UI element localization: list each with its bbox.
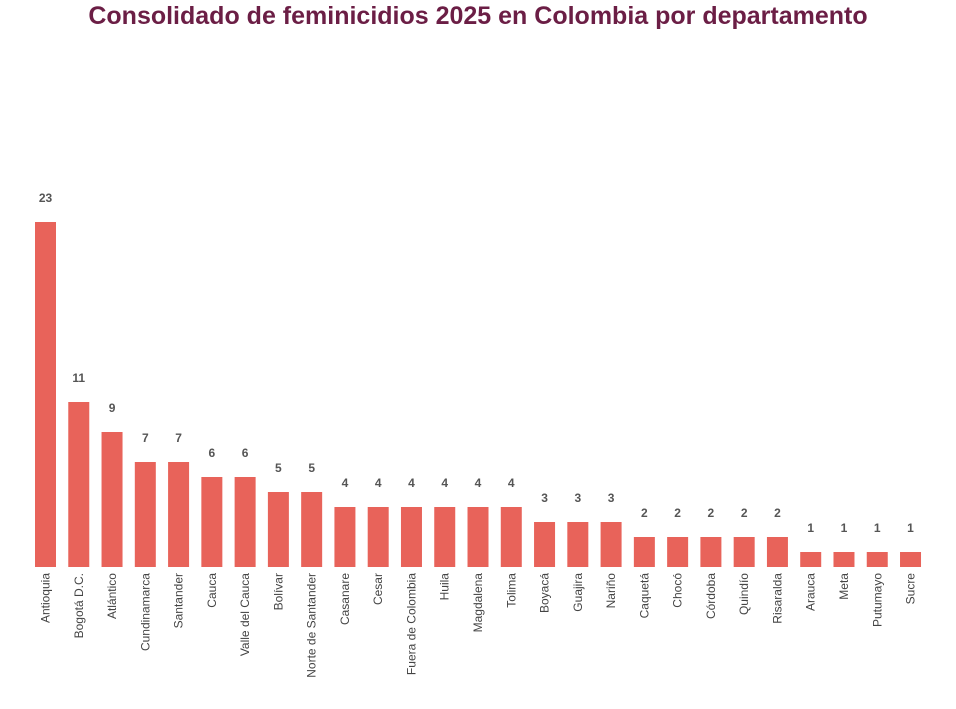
category-label: Sucre bbox=[904, 573, 918, 605]
bar bbox=[866, 552, 888, 567]
bar bbox=[334, 507, 356, 567]
category-label: Norte de Santander bbox=[305, 573, 319, 678]
bar bbox=[766, 537, 788, 567]
bar bbox=[500, 507, 522, 567]
bar bbox=[101, 432, 123, 567]
value-label: 6 bbox=[209, 446, 216, 460]
value-label: 4 bbox=[375, 476, 382, 490]
bar bbox=[267, 492, 289, 567]
value-label: 23 bbox=[39, 191, 53, 205]
category-label: Bolívar bbox=[271, 573, 285, 610]
bar bbox=[68, 402, 90, 567]
value-label: 4 bbox=[475, 476, 482, 490]
category-label: Meta bbox=[837, 573, 851, 600]
category-label: Atlántico bbox=[105, 573, 119, 619]
value-label: 3 bbox=[574, 491, 581, 505]
value-label: 4 bbox=[408, 476, 415, 490]
category-label: Guajira bbox=[571, 573, 585, 612]
category-label: Cauca bbox=[205, 573, 219, 608]
bar bbox=[800, 552, 822, 567]
value-label: 2 bbox=[674, 506, 681, 520]
value-label: 2 bbox=[774, 506, 781, 520]
value-label: 4 bbox=[508, 476, 515, 490]
category-label: Magdalena bbox=[471, 573, 485, 633]
category-label: Boyacá bbox=[538, 573, 552, 613]
value-label: 2 bbox=[741, 506, 748, 520]
bar bbox=[900, 552, 922, 567]
bar bbox=[733, 537, 755, 567]
bar bbox=[201, 477, 223, 567]
value-label: 5 bbox=[275, 461, 282, 475]
category-label: Risaralda bbox=[770, 573, 784, 624]
value-label: 2 bbox=[708, 506, 715, 520]
category-label: Putumayo bbox=[870, 573, 884, 627]
value-label: 2 bbox=[641, 506, 648, 520]
bar bbox=[400, 507, 422, 567]
bar bbox=[700, 537, 722, 567]
category-label: Antioquia bbox=[39, 573, 53, 623]
category-label: Chocó bbox=[671, 573, 685, 608]
value-label: 1 bbox=[874, 521, 881, 535]
bar bbox=[134, 462, 156, 567]
value-label: 11 bbox=[72, 371, 85, 385]
value-label: 7 bbox=[175, 431, 182, 445]
value-label: 4 bbox=[441, 476, 448, 490]
value-label: 4 bbox=[342, 476, 349, 490]
category-label: Huila bbox=[438, 573, 452, 601]
category-label: Quindío bbox=[737, 573, 751, 615]
bar bbox=[234, 477, 256, 567]
category-label: Santander bbox=[172, 573, 186, 628]
value-label: 3 bbox=[608, 491, 615, 505]
value-label: 1 bbox=[807, 521, 814, 535]
bar bbox=[434, 507, 456, 567]
category-label: Casanare bbox=[338, 573, 352, 625]
bar bbox=[534, 522, 556, 567]
bar bbox=[833, 552, 855, 567]
bar bbox=[301, 492, 323, 567]
value-label: 3 bbox=[541, 491, 548, 505]
value-label: 7 bbox=[142, 431, 149, 445]
value-label: 6 bbox=[242, 446, 249, 460]
bar bbox=[600, 522, 622, 567]
category-label: Arauca bbox=[804, 573, 818, 611]
category-label: Nariño bbox=[604, 573, 618, 609]
bar bbox=[367, 507, 389, 567]
category-label: Cesar bbox=[371, 573, 385, 605]
category-label: Tolima bbox=[504, 573, 518, 608]
category-label: Córdoba bbox=[704, 573, 718, 619]
category-label: Fuera de Colombia bbox=[404, 573, 418, 675]
category-label: Cundinamarca bbox=[138, 573, 152, 651]
value-label: 5 bbox=[308, 461, 315, 475]
value-label: 1 bbox=[907, 521, 914, 535]
category-label: Caquetá bbox=[637, 573, 651, 619]
bar bbox=[633, 537, 655, 567]
value-label: 9 bbox=[109, 401, 116, 415]
bar bbox=[168, 462, 190, 567]
chart-title: Consolidado de feminicidios 2025 en Colo… bbox=[88, 2, 868, 30]
bar bbox=[35, 222, 56, 567]
category-label: Valle del Cauca bbox=[238, 573, 252, 656]
bar bbox=[567, 522, 589, 567]
category-label: Bogotá D.C. bbox=[72, 573, 86, 638]
value-label: 1 bbox=[841, 521, 848, 535]
bar bbox=[667, 537, 689, 567]
bar bbox=[467, 507, 489, 567]
